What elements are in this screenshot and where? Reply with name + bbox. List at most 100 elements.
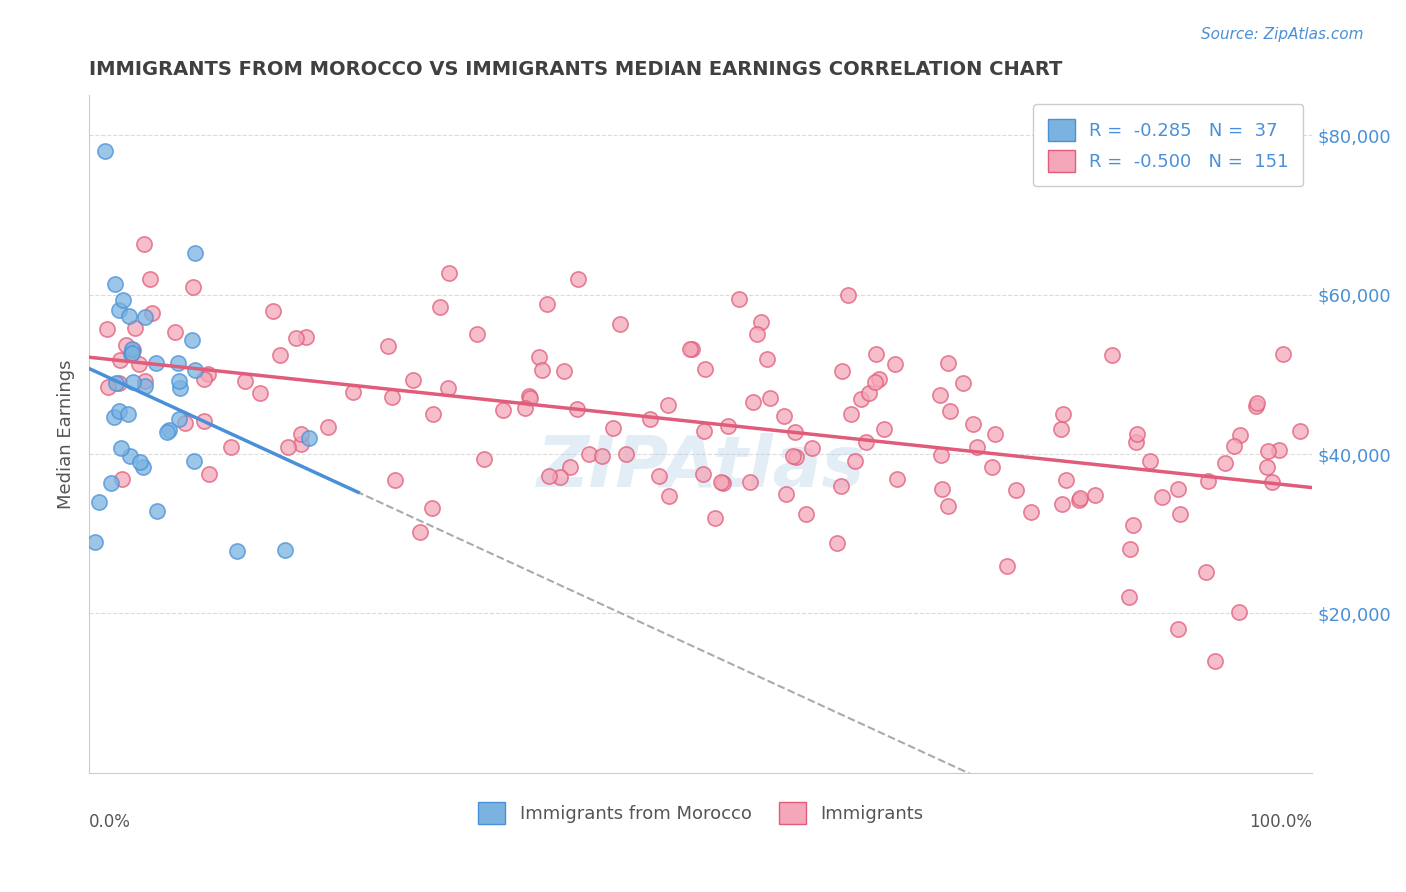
Point: [103, 410, 125, 425]
Point: [519, 391, 541, 405]
Point: [184, 362, 207, 376]
Point: [169, 381, 191, 395]
Point: [402, 373, 425, 387]
Point: [193, 414, 215, 428]
Point: [749, 315, 772, 329]
Point: [740, 475, 762, 490]
Point: [794, 507, 817, 521]
Point: [741, 395, 763, 409]
Point: [128, 357, 150, 371]
Point: [112, 293, 135, 308]
Point: [929, 448, 952, 462]
Point: [1197, 474, 1219, 488]
Point: [197, 367, 219, 381]
Point: [782, 449, 804, 463]
Point: [1084, 488, 1107, 502]
Point: [759, 391, 782, 405]
Point: [1289, 424, 1312, 438]
Point: [104, 277, 127, 292]
Point: [548, 470, 571, 484]
Point: [1271, 346, 1294, 360]
Point: [197, 467, 219, 481]
Point: [110, 472, 132, 486]
Point: [183, 279, 205, 293]
Point: [1168, 507, 1191, 521]
Text: 100.0%: 100.0%: [1250, 814, 1312, 831]
Point: [439, 266, 461, 280]
Text: 0.0%: 0.0%: [89, 814, 131, 831]
Point: [773, 409, 796, 423]
Point: [262, 303, 284, 318]
Point: [108, 404, 131, 418]
Point: [1257, 444, 1279, 458]
Point: [290, 436, 312, 450]
Point: [121, 346, 143, 360]
Point: [858, 385, 880, 400]
Point: [962, 417, 984, 431]
Point: [553, 363, 575, 377]
Point: [681, 342, 703, 356]
Point: [1050, 497, 1073, 511]
Point: [1260, 475, 1282, 490]
Point: [139, 271, 162, 285]
Point: [167, 374, 190, 388]
Point: [1268, 443, 1291, 458]
Point: [711, 475, 734, 490]
Point: [710, 475, 733, 489]
Point: [679, 342, 702, 356]
Point: [609, 318, 631, 332]
Point: [886, 472, 908, 486]
Point: [1122, 518, 1144, 533]
Text: Source: ZipAtlas.com: Source: ZipAtlas.com: [1201, 27, 1364, 42]
Point: [134, 310, 156, 324]
Point: [565, 402, 588, 417]
Point: [839, 407, 862, 421]
Point: [1069, 491, 1091, 505]
Point: [233, 374, 256, 388]
Point: [117, 309, 139, 323]
Point: [134, 374, 156, 388]
Point: [290, 427, 312, 442]
Point: [745, 326, 768, 341]
Point: [1223, 439, 1246, 453]
Point: [1167, 482, 1189, 496]
Point: [785, 450, 807, 465]
Point: [225, 544, 247, 558]
Point: [1227, 605, 1250, 619]
Point: [193, 372, 215, 386]
Point: [105, 376, 128, 390]
Point: [658, 489, 681, 503]
Point: [849, 392, 872, 407]
Point: [157, 423, 180, 437]
Point: [938, 499, 960, 513]
Point: [117, 408, 139, 422]
Point: [166, 356, 188, 370]
Point: [108, 302, 131, 317]
Point: [527, 350, 550, 364]
Point: [274, 542, 297, 557]
Point: [578, 447, 600, 461]
Point: [827, 535, 849, 549]
Point: [1195, 565, 1218, 579]
Point: [381, 390, 404, 404]
Point: [717, 419, 740, 434]
Point: [298, 431, 321, 445]
Point: [121, 342, 143, 356]
Point: [1119, 542, 1142, 557]
Point: [1244, 399, 1267, 413]
Point: [1101, 348, 1123, 362]
Point: [1050, 422, 1073, 436]
Point: [134, 236, 156, 251]
Point: [422, 407, 444, 421]
Point: [134, 379, 156, 393]
Point: [1019, 505, 1042, 519]
Point: [180, 333, 202, 347]
Point: [513, 401, 536, 416]
Point: [420, 500, 443, 515]
Point: [995, 558, 1018, 573]
Point: [97, 380, 120, 394]
Text: IMMIGRANTS FROM MOROCCO VS IMMIGRANTS MEDIAN EARNINGS CORRELATION CHART: IMMIGRANTS FROM MOROCCO VS IMMIGRANTS ME…: [89, 60, 1063, 78]
Point: [1139, 454, 1161, 468]
Point: [269, 348, 291, 362]
Point: [155, 425, 177, 439]
